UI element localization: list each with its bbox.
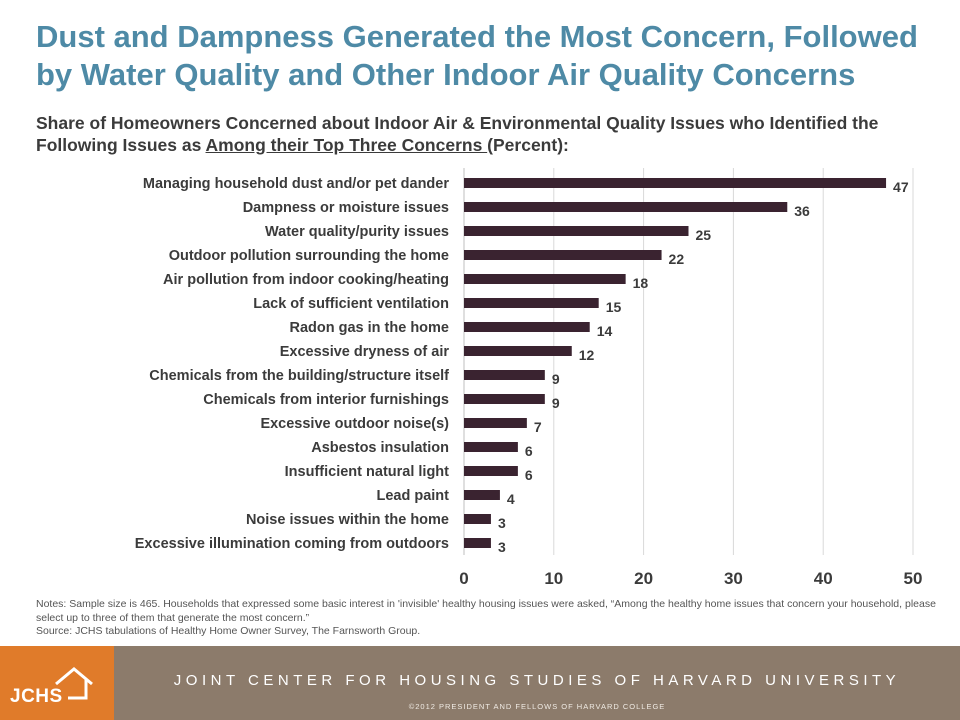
bar	[464, 298, 599, 308]
notes-text: Notes: Sample size is 465. Households th…	[36, 598, 936, 624]
bar	[464, 442, 518, 452]
bar	[464, 466, 518, 476]
bar	[464, 346, 572, 356]
x-tick-label: 30	[724, 569, 743, 588]
category-label: Asbestos insulation	[311, 440, 449, 456]
bar	[464, 226, 689, 236]
data-label: 6	[525, 443, 533, 459]
category-label: Chemicals from the building/structure it…	[149, 368, 449, 384]
subtitle-underlined-text: Among their Top Three Concerns	[205, 135, 488, 155]
data-label: 3	[498, 539, 506, 555]
copyright-text: ©2012 PRESIDENT AND FELLOWS OF HARVARD C…	[408, 702, 666, 711]
bar	[464, 394, 545, 404]
bar	[464, 274, 626, 284]
source-text: Source: JCHS tabulations of Healthy Home…	[36, 625, 421, 637]
data-label: 7	[534, 419, 542, 435]
data-label: 14	[597, 323, 613, 339]
data-label: 15	[606, 299, 622, 315]
chart-subtitle: Share of Homeowners Concerned about Indo…	[36, 112, 936, 156]
data-label: 25	[696, 227, 712, 243]
category-label: Outdoor pollution surrounding the home	[169, 248, 449, 264]
bar	[464, 490, 500, 500]
house-icon	[55, 667, 93, 700]
chart-notes: Notes: Sample size is 465. Households th…	[36, 598, 936, 639]
x-tick-label: 40	[814, 569, 833, 588]
category-label: Dampness or moisture issues	[243, 200, 449, 216]
data-label: 47	[893, 179, 909, 195]
bar	[464, 322, 590, 332]
logo-text: JCHS	[10, 686, 63, 707]
category-label: Lack of sufficient ventilation	[253, 296, 449, 312]
x-tick-label: 10	[544, 569, 563, 588]
jchs-logo: JCHS	[0, 646, 114, 720]
category-label: Excessive dryness of air	[280, 344, 450, 360]
bar	[464, 538, 491, 548]
category-label: Excessive illumination coming from outdo…	[135, 536, 449, 552]
footer-band: JOINT CENTER FOR HOUSING STUDIES OF HARV…	[114, 646, 960, 720]
subtitle-text: Share of Homeowners Concerned about Indo…	[36, 113, 879, 155]
bar	[464, 370, 545, 380]
data-label: 18	[633, 275, 649, 291]
category-label: Air pollution from indoor cooking/heatin…	[163, 272, 449, 288]
data-label: 9	[552, 395, 560, 411]
category-label: Lead paint	[376, 488, 449, 504]
data-label: 3	[498, 515, 506, 531]
footer: JCHS JOINT CENTER FOR HOUSING STUDIES OF…	[0, 646, 960, 720]
x-tick-label: 50	[904, 569, 923, 588]
data-label: 36	[794, 203, 810, 219]
bar	[464, 514, 491, 524]
x-tick-label: 0	[459, 569, 468, 588]
bar	[464, 202, 788, 212]
subtitle-unit-text: (Percent):	[487, 135, 569, 155]
category-label: Radon gas in the home	[289, 320, 449, 336]
bar-chart: Managing household dust and/or pet dande…	[135, 168, 923, 588]
data-label: 12	[579, 347, 595, 363]
organization-name: JOINT CENTER FOR HOUSING STUDIES OF HARV…	[173, 672, 901, 689]
bar	[464, 178, 887, 188]
bar	[464, 418, 527, 428]
data-label: 4	[507, 491, 515, 507]
data-label: 22	[669, 251, 685, 267]
category-label: Insufficient natural light	[285, 464, 450, 480]
category-label: Excessive outdoor noise(s)	[260, 416, 449, 432]
category-label: Water quality/purity issues	[265, 224, 449, 240]
x-tick-label: 20	[634, 569, 653, 588]
category-label: Chemicals from interior furnishings	[203, 392, 449, 408]
chart-title: Dust and Dampness Generated the Most Con…	[36, 19, 918, 92]
data-label: 9	[552, 371, 560, 387]
category-label: Managing household dust and/or pet dande…	[143, 176, 449, 192]
category-label: Noise issues within the home	[246, 512, 449, 528]
data-label: 6	[525, 467, 533, 483]
bar	[464, 250, 662, 260]
